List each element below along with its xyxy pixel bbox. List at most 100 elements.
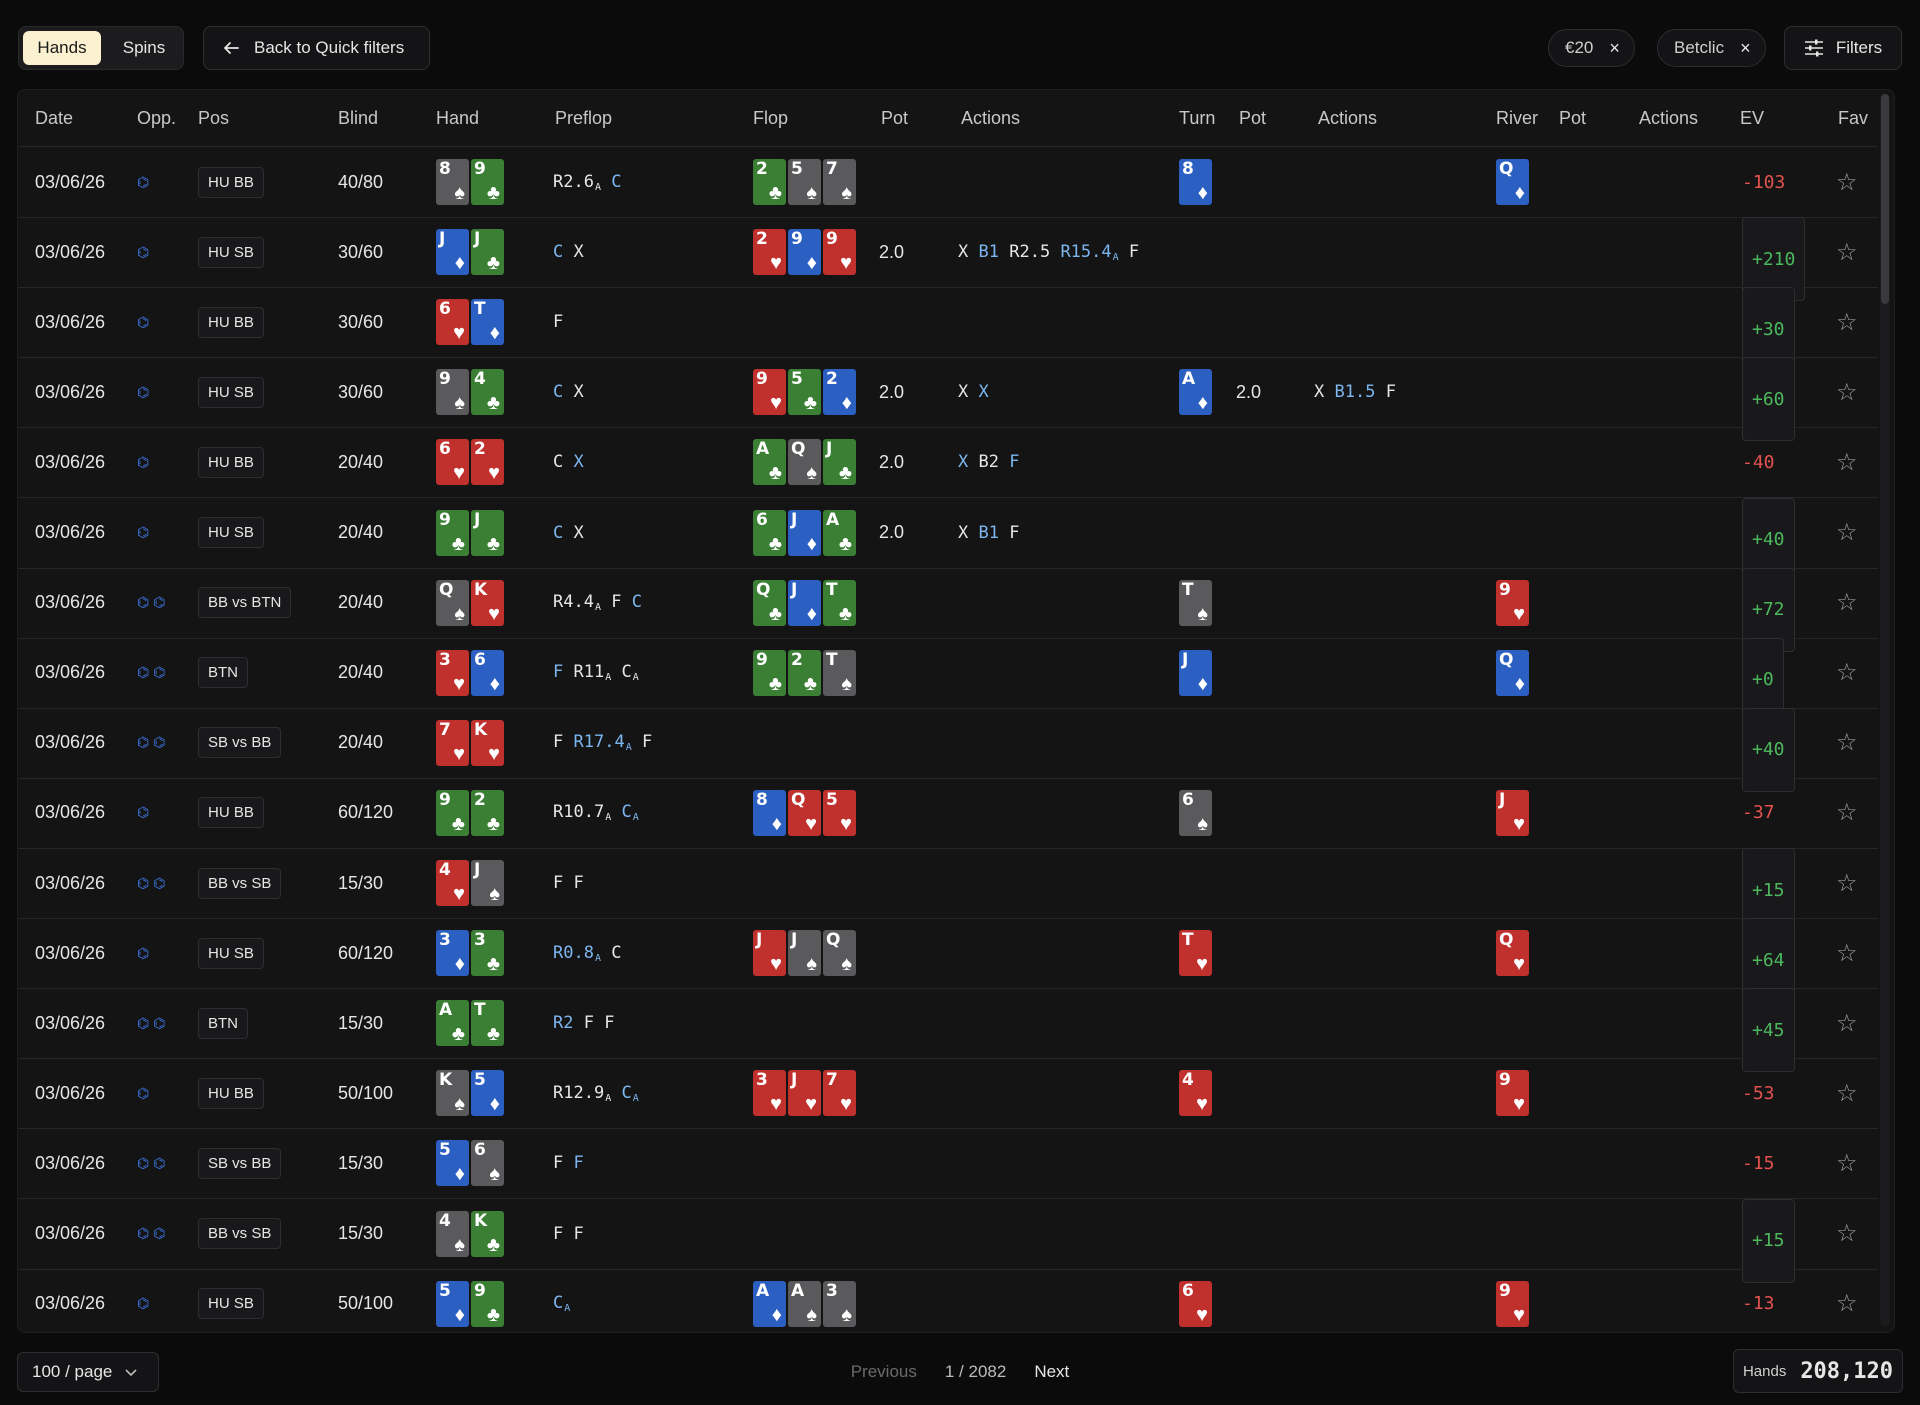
ev-cell: -53 (1742, 1082, 1775, 1104)
card-rank: 5 (791, 159, 803, 179)
star-icon[interactable]: ☆ (1836, 308, 1858, 336)
pos-cell: HU BB (198, 147, 264, 217)
playing-card: 9 ♠ (436, 369, 469, 416)
star-icon[interactable]: ☆ (1836, 378, 1858, 406)
table-row[interactable]: 03/06/26 ⌬ HU BB 40/80 8 ♠ 9 ♣ R2.6A C 2 ♣ 5 ♠ 7 ♠ 8 ♦ Q ♦… (18, 147, 1878, 218)
card-suit: ♠ (806, 182, 817, 204)
card-rank: T (826, 649, 838, 670)
col-river-actions[interactable]: Actions (1639, 108, 1699, 128)
action-token: X (1314, 382, 1325, 403)
col-ev[interactable]: EV (1740, 108, 1765, 128)
star-icon[interactable]: ☆ (1836, 168, 1858, 196)
card-suit: ♥ (453, 462, 465, 485)
close-icon[interactable]: × (1609, 37, 1620, 58)
chip-label: Betclic (1674, 38, 1725, 57)
star-icon[interactable]: ☆ (1836, 448, 1858, 476)
table-row[interactable]: 03/06/26 ⌬ HU BB 20/40 6 ♥ 2 ♥ C X A ♣ Q ♠ J ♣ 2.0 X B2 … (18, 427, 1878, 499)
per-page-select[interactable]: 100 / page (17, 1352, 159, 1392)
table-row[interactable]: 03/06/26 ⌬⌬ SB vs BB 15/30 5 ♦ 6 ♠ F F -15 ☆ (18, 1128, 1878, 1200)
card-suit: ♥ (1513, 602, 1525, 625)
col-hand[interactable]: Hand (436, 108, 480, 128)
table-row[interactable]: 03/06/26 ⌬⌬ BB vs SB 15/30 4 ♠ K ♣ F F +15 ☆ (18, 1198, 1878, 1283)
col-flop[interactable]: Flop (753, 108, 789, 128)
table-row[interactable]: 03/06/26 ⌬ HU BB 60/120 9 ♣ 2 ♣ R10.7A CA 8 ♦ Q ♥ 5 ♥ 6… (18, 778, 1878, 849)
tab-spins[interactable]: Spins (122, 38, 166, 57)
card-rank: 7 (826, 159, 838, 179)
card-suit: ♠ (454, 1093, 465, 1116)
card-rank: J (474, 509, 481, 530)
col-opp[interactable]: Opp. (137, 108, 177, 128)
table-row[interactable]: 03/06/26 ⌬⌬ BB vs SB 15/30 4 ♥ J ♠ F F +15 ☆ (18, 848, 1878, 932)
star-icon[interactable]: ☆ (1836, 1149, 1858, 1177)
star-icon[interactable]: ☆ (1836, 1220, 1858, 1247)
star-icon[interactable]: ☆ (1836, 238, 1858, 266)
col-flop-actions[interactable]: Actions (961, 108, 1021, 128)
back-to-quick-filters-button[interactable]: Back to Quick filters (203, 26, 430, 70)
star-icon[interactable]: ☆ (1836, 799, 1858, 827)
action-token: B1 (978, 241, 999, 262)
table-row[interactable]: 03/06/26 ⌬⌬ BTN 20/40 3 ♥ 6 ♦ F R11A CA 9 ♣ 2 ♣ T ♠ J ♦ Q… (18, 637, 1878, 722)
col-turn[interactable]: Turn (1179, 108, 1216, 128)
table-scrollbar[interactable] (1880, 94, 1890, 1326)
card-group: 7 ♥ K ♥ (436, 719, 504, 766)
col-turn-pot[interactable]: Pot (1239, 108, 1267, 128)
playing-card: 9 ♣ (753, 649, 786, 696)
col-flop-pot[interactable]: Pot (881, 108, 909, 128)
previous-button[interactable]: Previous (850, 1362, 917, 1381)
card-group: 9 ♣ J ♣ (436, 509, 504, 556)
col-preflop[interactable]: Preflop (555, 108, 613, 128)
table-row[interactable]: 03/06/26 ⌬ HU SB 20/40 9 ♣ J ♣ C X 6 ♣ J ♦ A ♣ 2.0 X B1 … (18, 497, 1878, 582)
position-badge: HU SB (198, 376, 264, 408)
table-row[interactable]: 03/06/26 ⌬ HU BB 50/100 K ♠ 5 ♦ R12.9A CA 3 ♥ J ♥ 7 ♥ 4… (18, 1058, 1878, 1130)
star-icon[interactable]: ☆ (1836, 519, 1858, 546)
table-row[interactable]: 03/06/26 ⌬ HU SB 30/60 J ♦ J ♣ C X 2 ♥ 9 ♦ 9 ♥ 2.0 X B1 … (18, 217, 1878, 302)
filters-button[interactable]: Filters (1784, 26, 1902, 70)
star-icon[interactable]: ☆ (1836, 939, 1858, 967)
tab-hands[interactable]: Hands (23, 31, 101, 65)
card-suit: ♦ (771, 1303, 782, 1326)
table-row[interactable]: 03/06/26 ⌬⌬ BTN 15/30 A ♣ T ♣ R2 F F +45 ☆ (18, 988, 1878, 1073)
hand-cell: 5 ♦ 9 ♣ (436, 1269, 504, 1332)
next-button[interactable]: Next (1034, 1362, 1070, 1381)
table-row[interactable]: 03/06/26 ⌬ HU SB 30/60 9 ♠ 4 ♣ C X 9 ♥ 5 ♣ 2 ♦ 2.0 X X A ♦… (18, 357, 1878, 442)
table-row[interactable]: 03/06/26 ⌬ HU SB 60/120 3 ♦ 3 ♣ R0.8A C J ♥ J ♠ Q ♠ T ♥ Q… (18, 918, 1878, 1003)
arrow-left-icon (224, 42, 239, 54)
col-pos[interactable]: Pos (198, 108, 230, 128)
star-icon[interactable]: ☆ (1836, 869, 1858, 897)
turn-cell: A ♦ (1179, 357, 1212, 427)
playing-card: Q ♠ (436, 579, 469, 626)
star-icon[interactable]: ☆ (1836, 1290, 1858, 1318)
star-icon[interactable]: ☆ (1836, 659, 1858, 687)
col-river-pot[interactable]: Pot (1559, 108, 1587, 128)
date-cell: 03/06/26 (35, 592, 106, 613)
flop-cell: 8 ♦ Q ♥ 5 ♥ (753, 778, 856, 848)
star-icon[interactable]: ☆ (1836, 589, 1858, 617)
star-icon[interactable]: ☆ (1836, 1009, 1858, 1037)
star-icon[interactable]: ☆ (1836, 729, 1858, 757)
playing-card: 2 ♦ (823, 369, 856, 416)
playing-card: 5 ♦ (471, 1070, 504, 1117)
card-rank: A (826, 509, 840, 530)
table-row[interactable]: 03/06/26 ⌬⌬ SB vs BB 20/40 7 ♥ K ♥ F R17.4A F +40… (18, 707, 1878, 792)
card-suit: ♣ (451, 812, 465, 835)
col-fav[interactable]: Fav (1838, 108, 1869, 128)
star-icon[interactable]: ☆ (1836, 1079, 1858, 1107)
card-suit: ♠ (1197, 602, 1208, 625)
table-row[interactable]: 03/06/26 ⌬ HU SB 50/100 5 ♦ 9 ♣ CA A ♦ A ♠ 3 ♠ 6 ♥ 9 ♥ -13 ☆ (18, 1269, 1878, 1332)
table-row[interactable]: 03/06/26 ⌬ HU BB 30/60 6 ♥ T ♦ F +30 ☆ (18, 287, 1878, 372)
scrollbar-thumb[interactable] (1881, 94, 1889, 304)
card-rank: J (474, 860, 481, 880)
table-row[interactable]: 03/06/26 ⌬⌬ BB vs BTN 20/40 Q ♠ K ♥ R4.4A F C Q ♣ J… (18, 567, 1878, 652)
close-icon[interactable]: × (1740, 37, 1751, 58)
card-suit: ♠ (454, 602, 465, 625)
fav-cell: ☆ (1836, 427, 1858, 497)
card-rank: 4 (474, 369, 486, 390)
col-river[interactable]: River (1496, 108, 1539, 128)
action-sequence: F R11A CA (553, 662, 639, 683)
col-date[interactable]: Date (35, 108, 74, 128)
col-blind[interactable]: Blind (338, 108, 379, 128)
card-rank: 2 (756, 159, 768, 179)
card-rank: 6 (439, 439, 451, 460)
card-rank: 9 (474, 159, 486, 179)
col-turn-actions[interactable]: Actions (1318, 108, 1378, 128)
